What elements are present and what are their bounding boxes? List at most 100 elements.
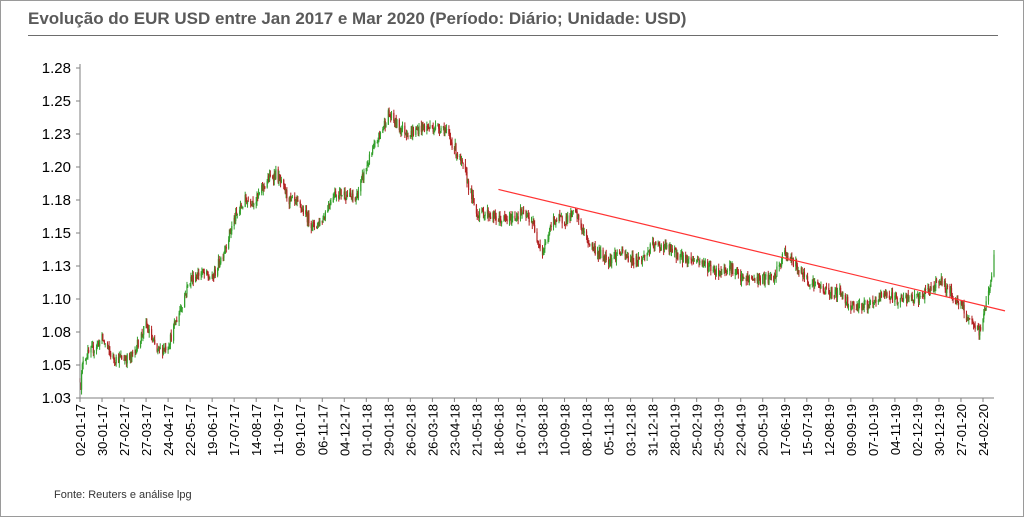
candle-body [928,287,930,294]
candle-body [257,193,260,197]
candle [729,260,731,276]
candle-body [702,263,704,265]
candle-body [528,217,530,223]
candle-body [495,216,497,221]
x-tick-label: 08-10-18 [580,404,595,456]
candle [306,211,308,227]
candle-body [742,275,744,278]
candle-body [500,219,502,224]
candle-body [824,292,826,294]
candle-body [107,345,109,348]
candle [242,206,244,210]
candle [349,188,351,197]
candle-body [455,143,457,156]
candle-body [599,249,601,259]
candle [136,336,139,352]
candle-body [803,271,806,277]
candle [420,120,422,135]
candle [139,340,142,349]
candle-body [488,215,490,218]
candle-body [443,126,445,135]
candle-body [730,265,732,274]
candle [901,294,903,302]
candle [250,203,253,207]
candle-body [591,243,593,246]
candle [943,279,946,287]
x-axis-labels: 02-01-17 30-01-17 27-02-17 27-03-17 24-04-17… [73,404,991,456]
candle [253,202,255,210]
candle-body [255,202,257,204]
candle [663,243,666,253]
candle-body [877,300,879,302]
candle [729,261,732,270]
candle-body [621,249,623,254]
candle [453,146,456,155]
candle-body [361,174,363,177]
candle-body [802,273,804,278]
candle-body [268,174,271,181]
candle-body [478,215,480,218]
candle-body [844,295,846,304]
candle-body [852,301,854,304]
candle-body [390,112,393,119]
candle-body [659,248,662,251]
candle [669,242,671,256]
candle [527,210,529,219]
x-tick-label: 13-08-18 [536,404,551,456]
x-tick-label: 27-02-17 [117,404,132,456]
candle [460,155,463,167]
candle [919,291,921,299]
candle-body [553,216,555,221]
candle-body [362,174,364,180]
candle-body [930,286,932,291]
candle-body [453,147,456,150]
candle [681,251,684,268]
candle-body [269,174,271,177]
candle-body [681,251,683,255]
candle [587,237,589,248]
candle [390,110,393,121]
candle [319,217,321,227]
candle-body [167,348,169,351]
candle-body [869,301,871,306]
candle [828,283,830,295]
candle-body [665,243,667,248]
candle-body [972,320,974,323]
candle [800,266,802,275]
source-note: Fonte: Reuters e análise lpg [54,489,192,501]
candle-body [900,295,902,299]
candle [577,214,579,220]
candle [649,242,651,255]
y-tick-label: 1.23 [42,126,71,143]
candle [566,213,568,227]
candle-body [841,293,843,296]
candle [274,170,276,181]
candle [383,125,385,131]
candle-body [614,252,616,257]
candle [740,271,743,287]
candle [140,331,142,344]
y-tick-label: 1.28 [42,60,71,77]
candle-body [968,318,970,320]
candle-body [389,115,391,117]
candle-body [747,280,750,283]
candle-body [245,195,247,201]
candle-body [180,308,183,310]
candle [180,304,182,312]
candle-body [725,271,728,273]
candle [778,261,780,272]
candle-body [209,278,211,280]
candle [550,221,552,231]
candle [648,249,651,257]
candle [128,352,131,361]
candle [776,261,778,278]
candle-body [950,288,952,293]
candle-body [437,124,439,126]
candle [769,274,771,280]
candle-body [592,243,594,248]
candle [787,252,789,262]
candle-body [211,274,213,279]
candle [482,206,485,219]
candle-body [219,263,221,266]
x-tick-label: 23-04-18 [447,404,462,456]
